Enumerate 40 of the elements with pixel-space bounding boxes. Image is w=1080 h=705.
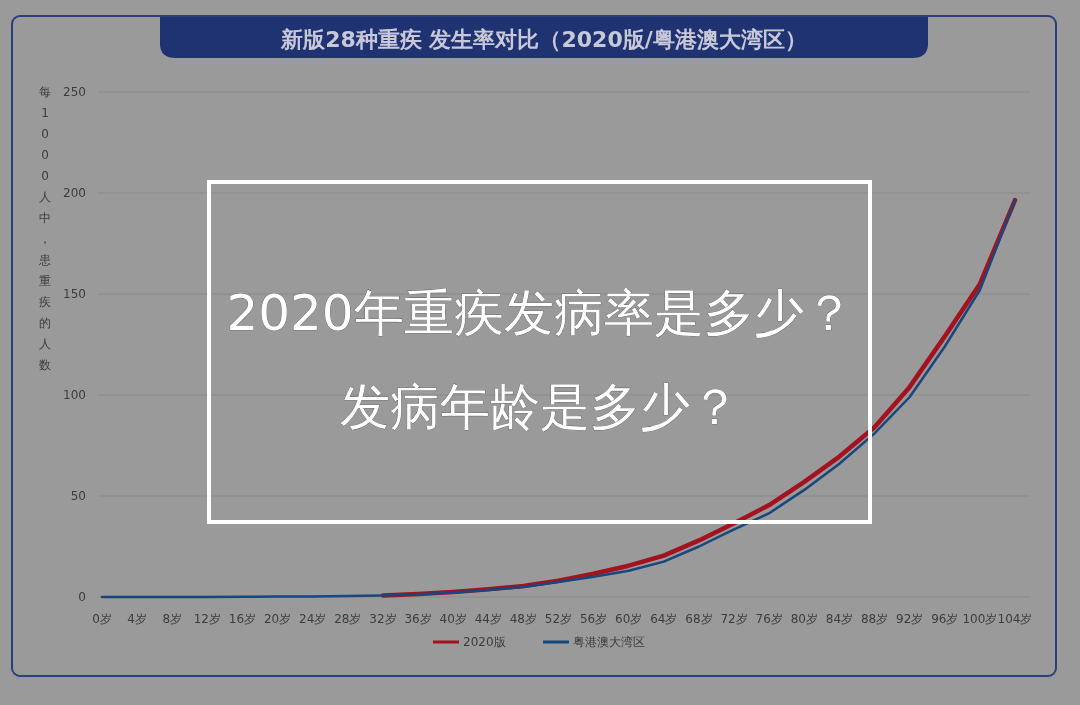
x-tick-label: 92岁 bbox=[896, 612, 924, 626]
x-tick-label: 12岁 bbox=[193, 612, 221, 626]
annotation: 发病年龄是多少？ bbox=[340, 378, 740, 436]
y-tick-label: 150 bbox=[63, 287, 86, 301]
text: 每1000人中，患重疾的人数 bbox=[39, 85, 51, 372]
legend-label: 2020版 bbox=[463, 635, 506, 649]
x-tick-label: 8岁 bbox=[162, 612, 183, 626]
x-tick-label: 28岁 bbox=[334, 612, 362, 626]
x-tick-label: 60岁 bbox=[615, 612, 643, 626]
x-tick-label: 104岁 bbox=[997, 612, 1033, 626]
x-tick-label: 20岁 bbox=[263, 612, 292, 626]
x-tick-label: 68岁 bbox=[685, 612, 713, 626]
annotation: 2020年重疾发病率是多少？ bbox=[226, 284, 854, 342]
x-tick-label: 100岁 bbox=[962, 612, 998, 626]
y-tick-label: 250 bbox=[63, 85, 86, 99]
x-tick-label: 40岁 bbox=[439, 612, 467, 626]
y-tick-label: 100 bbox=[63, 388, 86, 402]
x-tick-label: 24岁 bbox=[299, 612, 327, 626]
y-tick-label: 200 bbox=[63, 186, 86, 200]
legend-label: 粤港澳大湾区 bbox=[573, 635, 645, 649]
x-tick-label: 76岁 bbox=[755, 612, 783, 626]
x-tick-label: 52岁 bbox=[544, 612, 573, 626]
x-tick-label: 36岁 bbox=[404, 612, 432, 626]
x-tick-label: 4岁 bbox=[127, 612, 147, 626]
y-tick-label: 50 bbox=[70, 489, 86, 503]
x-tick-label: 80岁 bbox=[790, 612, 818, 626]
chart-title: 新版28种重疾 发生率对比（2020版/粤港澳大湾区） bbox=[280, 27, 807, 52]
x-tick-label: 16岁 bbox=[228, 612, 257, 626]
x-tick-label: 0岁 bbox=[92, 612, 112, 626]
x-tick-label: 84岁 bbox=[825, 612, 854, 626]
x-tick-label: 72岁 bbox=[720, 612, 748, 626]
x-tick-label: 48岁 bbox=[509, 612, 538, 626]
x-tick-label: 88岁 bbox=[860, 612, 889, 626]
x-tick-label: 96岁 bbox=[931, 612, 959, 626]
x-tick-label: 56岁 bbox=[579, 612, 608, 626]
x-tick-label: 64岁 bbox=[650, 612, 678, 626]
x-tick-label: 44岁 bbox=[474, 612, 502, 626]
line-series bbox=[100, 198, 1017, 599]
x-tick-label: 32岁 bbox=[369, 612, 397, 626]
y-tick-label: 0 bbox=[78, 590, 86, 604]
